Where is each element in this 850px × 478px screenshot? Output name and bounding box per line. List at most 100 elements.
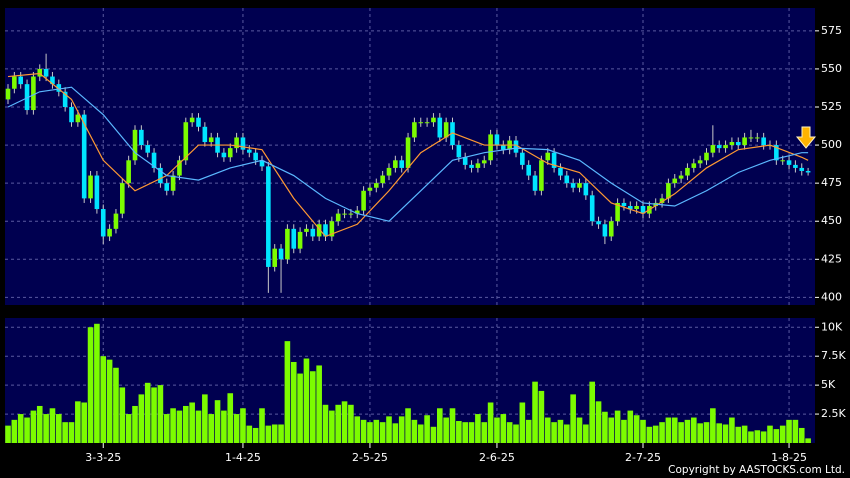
x-tick-label: 1-8-25 xyxy=(771,451,807,464)
candle-body xyxy=(805,170,811,173)
volume-bar xyxy=(151,387,157,443)
volume-bar xyxy=(100,356,107,443)
candle-body xyxy=(634,206,639,210)
volume-bar xyxy=(106,359,113,443)
volume-bar xyxy=(246,425,253,443)
candle-body xyxy=(418,122,424,124)
candle-body xyxy=(405,137,411,168)
x-tick-label: 2-5-25 xyxy=(352,451,388,464)
candle-body xyxy=(596,221,601,225)
volume-bar xyxy=(506,422,513,443)
y-tick-label: 10K xyxy=(821,320,843,333)
candle-body xyxy=(539,160,544,191)
volume-bar xyxy=(132,405,138,443)
candle-body xyxy=(723,145,728,149)
candle-body xyxy=(69,107,74,123)
candle-body xyxy=(716,145,722,149)
volume-bar xyxy=(125,414,132,443)
candle-body xyxy=(126,160,131,184)
candle-body xyxy=(291,228,297,249)
volume-bar xyxy=(544,417,551,443)
candle-body xyxy=(221,152,227,158)
candle-body xyxy=(678,175,684,179)
candle-body xyxy=(589,195,595,222)
candle-body xyxy=(748,137,754,139)
volume-bar xyxy=(335,404,341,443)
candle-body xyxy=(24,84,30,111)
x-tick-label: 3-3-25 xyxy=(85,451,121,464)
candle-body xyxy=(456,145,462,158)
candle-body xyxy=(227,148,233,158)
candle-body xyxy=(481,160,487,164)
volume-bar xyxy=(322,404,329,443)
volume-bar xyxy=(278,424,284,443)
volume-bar xyxy=(437,408,443,443)
volume-bar xyxy=(367,422,373,443)
candle-body xyxy=(691,163,697,168)
candle-body xyxy=(577,183,582,188)
volume-bar xyxy=(519,402,526,443)
volume-bar xyxy=(595,401,602,443)
volume-bar xyxy=(608,417,615,443)
candle-body xyxy=(697,160,703,164)
candle-body xyxy=(113,213,119,229)
y-tick-label: 450 xyxy=(821,214,842,227)
volume-bar xyxy=(265,425,272,443)
volume-bar xyxy=(678,422,684,443)
volume-bar xyxy=(475,414,481,443)
y-tick-label: 425 xyxy=(821,252,842,265)
candle-body xyxy=(412,122,417,138)
volume-bar xyxy=(557,419,564,443)
volume-bar xyxy=(310,371,316,443)
candle-body xyxy=(513,140,519,153)
volume-bar xyxy=(87,327,94,443)
volume-bar xyxy=(697,423,703,443)
candle-body xyxy=(88,175,93,199)
candle-body xyxy=(43,68,49,77)
volume-bar xyxy=(316,365,322,443)
volume-bar xyxy=(602,411,608,443)
candle-body xyxy=(450,122,455,146)
candle-body xyxy=(488,134,493,161)
volume-bar xyxy=(170,408,176,443)
candle-body xyxy=(297,231,303,249)
volume-bar xyxy=(417,424,424,443)
volume-bar xyxy=(329,410,335,443)
candle-body xyxy=(151,152,157,168)
volume-bar xyxy=(481,422,488,443)
candle-body xyxy=(666,183,671,199)
candle-body xyxy=(386,167,392,176)
volume-bar xyxy=(513,424,519,443)
candle-body xyxy=(285,228,290,260)
volume-bar xyxy=(659,422,665,443)
volume-bar xyxy=(671,417,678,443)
candle-body xyxy=(761,137,766,146)
volume-bar xyxy=(741,425,748,443)
moving-average-line xyxy=(7,86,809,222)
candle-body xyxy=(532,175,538,191)
candle-body xyxy=(234,137,239,149)
signal-arrow xyxy=(795,126,817,149)
volume-bar xyxy=(684,419,691,443)
volume-bar xyxy=(56,414,62,443)
volume-bar xyxy=(24,417,30,443)
candle-body xyxy=(755,137,760,139)
candle-body xyxy=(316,224,322,237)
volume-bar xyxy=(233,414,240,443)
candle-body xyxy=(253,152,258,161)
candle-body xyxy=(266,166,271,267)
candle-body xyxy=(710,145,716,153)
volume-bar xyxy=(379,422,386,443)
volume-bar xyxy=(589,381,595,443)
candle-body xyxy=(75,114,81,123)
x-tick-label: 1-4-25 xyxy=(225,451,261,464)
volume-bar xyxy=(786,419,792,443)
candle-body xyxy=(399,160,404,168)
moving-average-line xyxy=(7,72,809,238)
volume-bar xyxy=(754,430,761,443)
volume-bar xyxy=(652,425,659,443)
volume-bar xyxy=(532,381,538,443)
candle-body xyxy=(304,228,309,232)
candle-body xyxy=(424,122,430,124)
volume-bar xyxy=(398,416,405,443)
